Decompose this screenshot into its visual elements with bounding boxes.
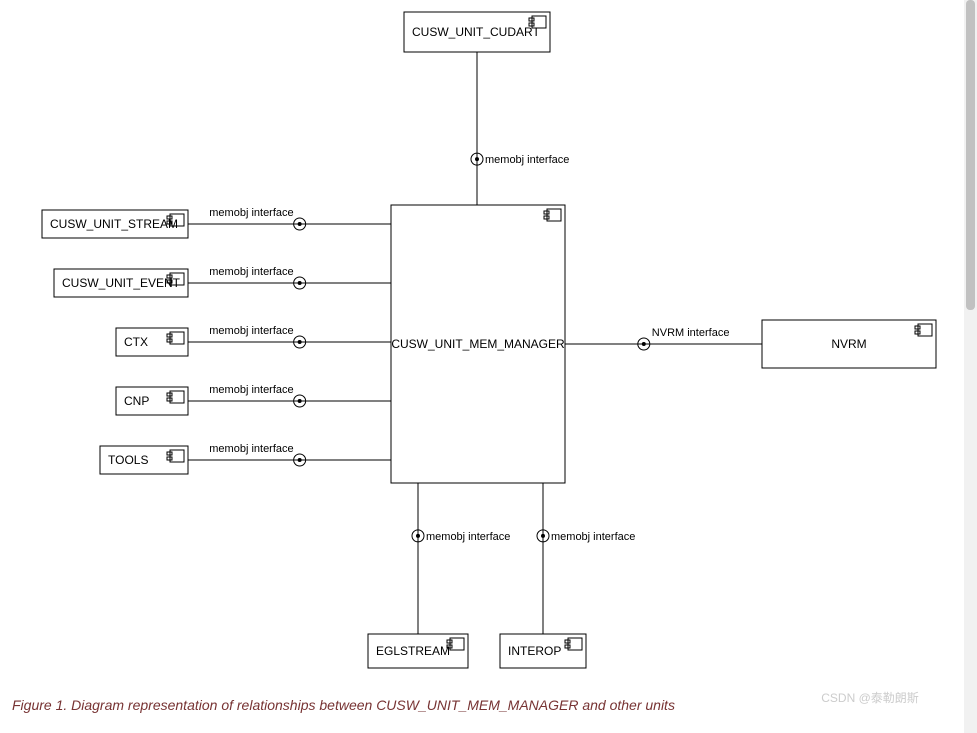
- edge-label-2: memobj interface: [209, 266, 293, 278]
- edge-label-7: memobj interface: [426, 531, 510, 543]
- edge-6: NVRM interface: [565, 327, 762, 350]
- figure-caption: Figure 1. Diagram representation of rela…: [12, 697, 675, 713]
- diagram-canvas: memobj interface memobj interface memobj i…: [0, 0, 977, 733]
- component-center: CUSW_UNIT_MEM_MANAGER: [391, 205, 565, 483]
- component-label-ctx: CTX: [124, 335, 148, 349]
- edge-7: memobj interface: [412, 483, 510, 634]
- component-label-stream: CUSW_UNIT_STREAM: [50, 217, 178, 231]
- component-label-cnp: CNP: [124, 394, 149, 408]
- component-cudart: CUSW_UNIT_CUDART: [404, 12, 550, 52]
- component-egl: EGLSTREAM: [368, 634, 468, 668]
- edge-8: memobj interface: [537, 483, 635, 634]
- edge-label-8: memobj interface: [551, 531, 635, 543]
- edge-label-6: NVRM interface: [652, 327, 730, 339]
- component-label-center: CUSW_UNIT_MEM_MANAGER: [391, 337, 565, 351]
- component-label-event: CUSW_UNIT_EVENT: [62, 276, 181, 290]
- scrollbar[interactable]: [964, 0, 977, 733]
- edge-5: memobj interface: [188, 443, 391, 466]
- edge-label-3: memobj interface: [209, 325, 293, 337]
- edge-2: memobj interface: [188, 266, 391, 289]
- component-label-tools: TOOLS: [108, 453, 148, 467]
- component-event: CUSW_UNIT_EVENT: [54, 269, 188, 297]
- component-tools: TOOLS: [100, 446, 188, 474]
- edge-0: memobj interface: [471, 52, 569, 205]
- component-label-cudart: CUSW_UNIT_CUDART: [412, 25, 540, 39]
- component-cnp: CNP: [116, 387, 188, 415]
- edge-3: memobj interface: [188, 325, 391, 348]
- watermark-text: CSDN @泰勒朗斯: [821, 691, 919, 705]
- component-stream: CUSW_UNIT_STREAM: [42, 210, 188, 238]
- edge-label-4: memobj interface: [209, 384, 293, 396]
- edge-4: memobj interface: [188, 384, 391, 407]
- component-label-egl: EGLSTREAM: [376, 644, 450, 658]
- component-label-interop: INTEROP: [508, 644, 561, 658]
- edge-label-0: memobj interface: [485, 154, 569, 166]
- edge-label-1: memobj interface: [209, 207, 293, 219]
- component-interop: INTEROP: [500, 634, 586, 668]
- component-label-nvrm: NVRM: [831, 337, 866, 351]
- component-nvrm: NVRM: [762, 320, 936, 368]
- edge-1: memobj interface: [188, 207, 391, 230]
- component-ctx: CTX: [116, 328, 188, 356]
- scrollbar-thumb[interactable]: [966, 0, 975, 310]
- edge-label-5: memobj interface: [209, 443, 293, 455]
